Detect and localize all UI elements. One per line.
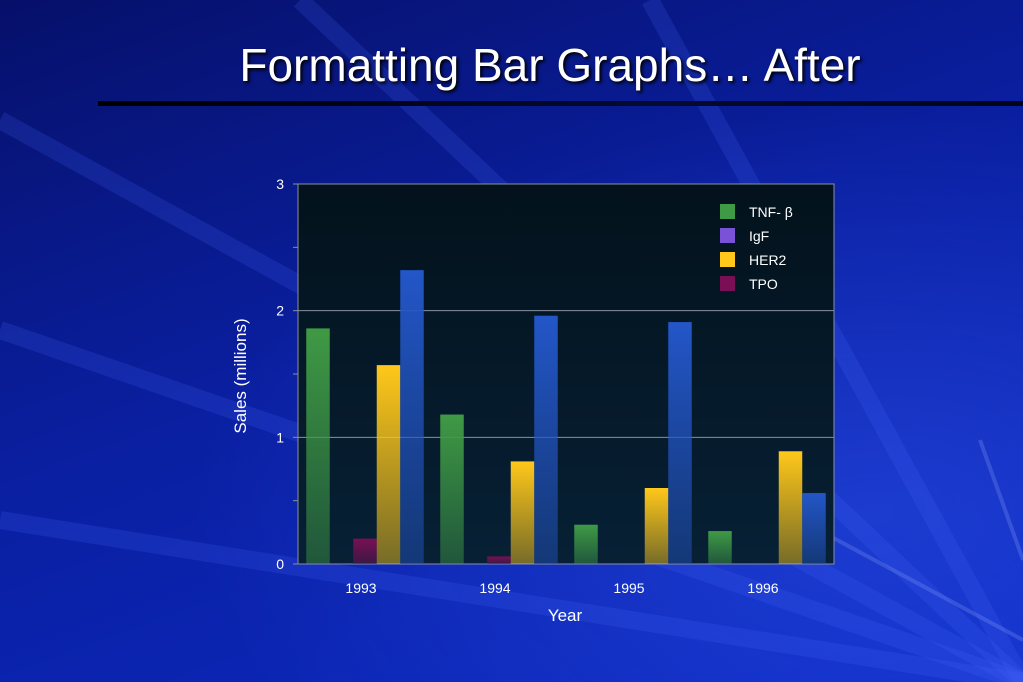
y-axis-label: Sales (millions) xyxy=(231,318,250,433)
bar-tnf-1996 xyxy=(708,531,732,564)
y-tick-label: 0 xyxy=(276,556,284,572)
bar-tnf-1994 xyxy=(440,414,464,564)
legend-swatch xyxy=(720,228,735,243)
bar-her2-1995 xyxy=(644,488,669,564)
bar-series4-1995 xyxy=(668,322,692,564)
x-tick-label: 1994 xyxy=(479,580,510,596)
x-tick-label: 1993 xyxy=(345,580,376,596)
bar-tnf-1993 xyxy=(306,328,330,564)
axes: 0 1 2 3 1993 1994 1995 1996 xyxy=(276,176,779,596)
slide-title: Formatting Bar Graphs… After xyxy=(239,39,861,91)
legend-swatch xyxy=(720,204,735,219)
x-tick-label: 1995 xyxy=(613,580,644,596)
title-divider xyxy=(98,101,1023,106)
legend-label: IgF xyxy=(749,228,769,244)
bar-her2-1996 xyxy=(778,451,803,564)
legend-swatch xyxy=(720,252,735,267)
legend-label: TPO xyxy=(749,276,778,292)
x-tick-label: 1996 xyxy=(747,580,778,596)
bar-tnf-1995 xyxy=(574,524,598,564)
x-axis-label: Year xyxy=(548,606,583,625)
bar-her2-1993 xyxy=(376,365,401,564)
y-tick-label: 1 xyxy=(276,429,284,445)
bars xyxy=(306,270,826,564)
bar-series4-1993 xyxy=(400,270,424,564)
legend-label: TNF- β xyxy=(749,204,793,220)
legend-label: HER2 xyxy=(749,252,787,268)
y-tick-label: 3 xyxy=(276,176,284,192)
bar-series4-1996 xyxy=(802,493,826,564)
legend: TNF- β IgF HER2 TPO xyxy=(720,204,793,292)
y-tick-label: 2 xyxy=(276,303,284,319)
bar-series4-1994 xyxy=(534,315,558,564)
bar-tpo-1993 xyxy=(353,538,377,564)
bar-her2-1994 xyxy=(510,461,535,564)
legend-swatch xyxy=(720,276,735,291)
bar-tpo-1994 xyxy=(487,556,511,564)
